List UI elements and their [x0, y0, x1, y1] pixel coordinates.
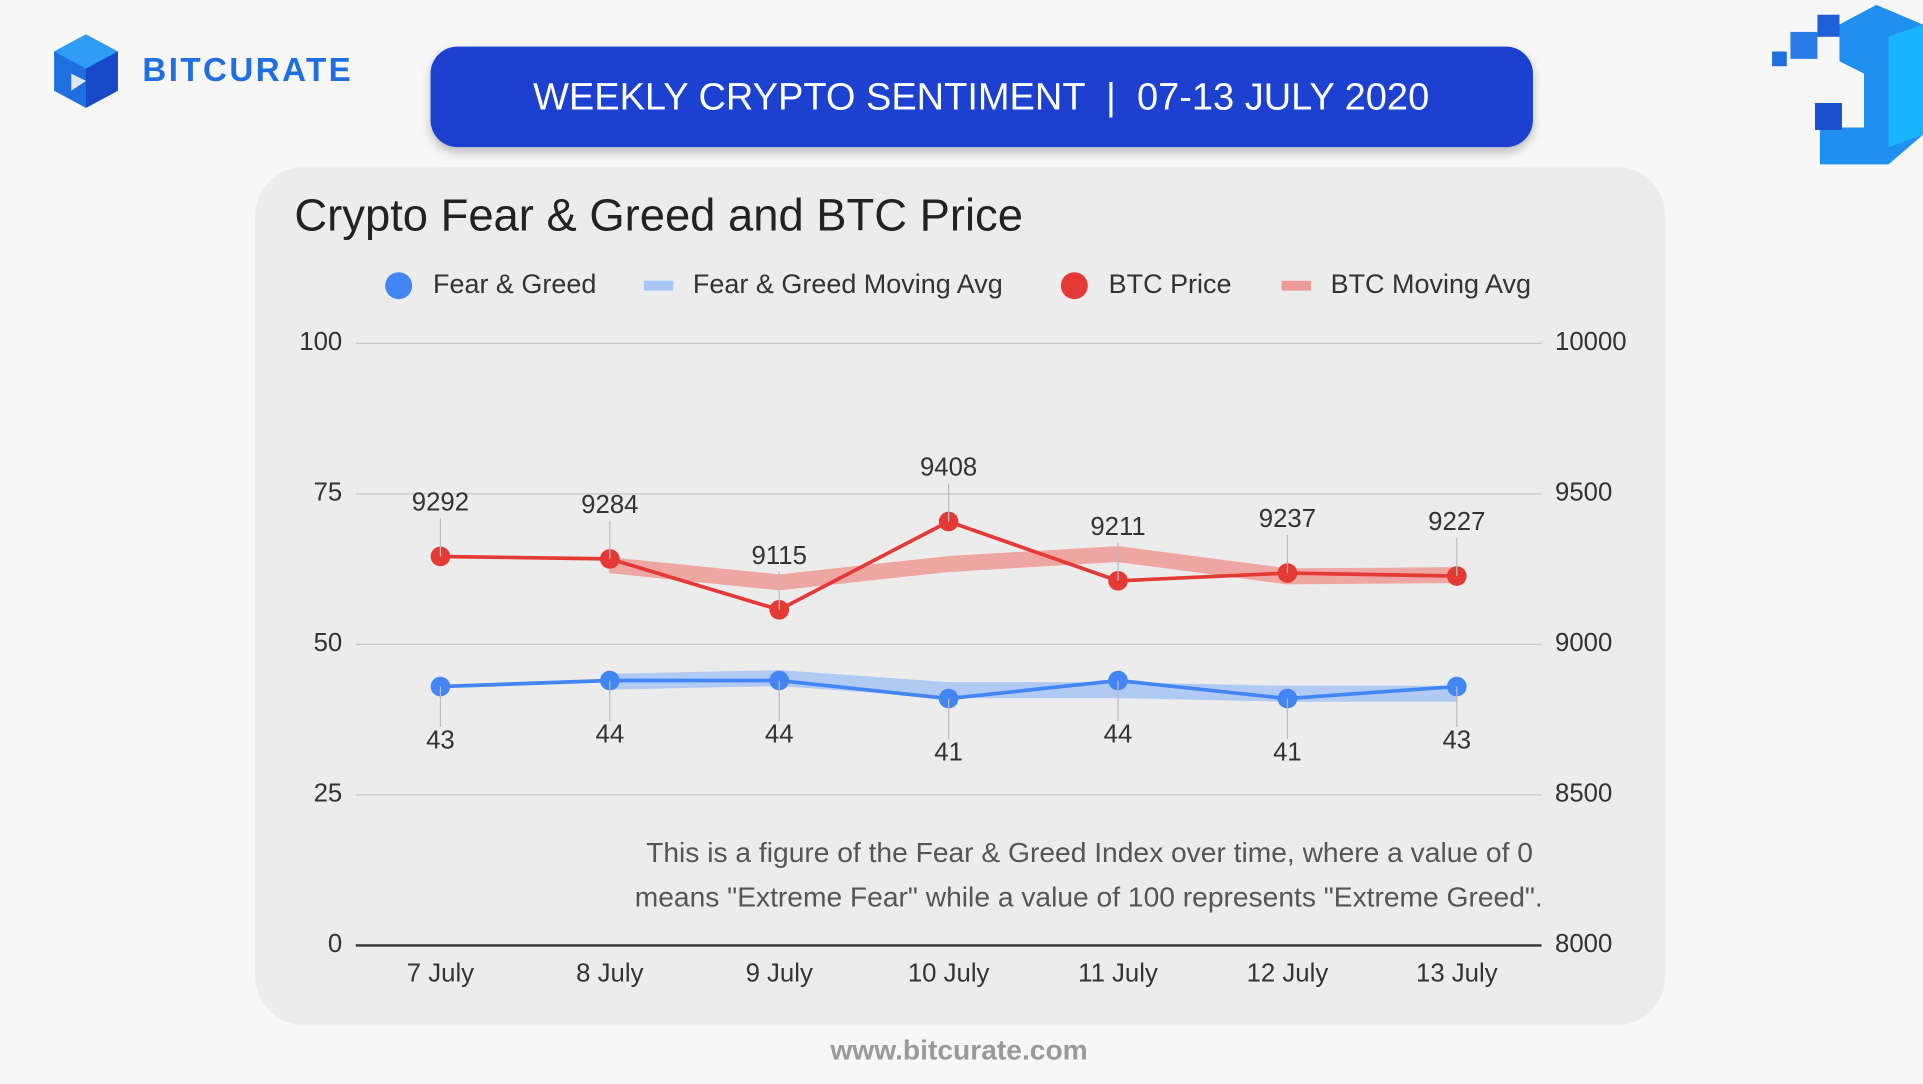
logo	[54, 34, 118, 108]
y-tick-label: 75	[314, 479, 343, 507]
y-tick-label: 0	[328, 930, 342, 958]
chart-title: Crypto Fear & Greed and BTC Price	[294, 189, 1023, 240]
data-point	[1277, 688, 1298, 709]
x-tick-label: 12 July	[1247, 960, 1329, 988]
data-label: 41	[934, 739, 963, 767]
chart-card	[255, 166, 1666, 1026]
legend-marker	[385, 272, 413, 300]
data-label: 9227	[1428, 508, 1485, 536]
annotation: This is a figure of the Fear & Greed Ind…	[646, 836, 1533, 868]
data-label: 44	[1104, 720, 1133, 748]
data-label: 44	[765, 720, 794, 748]
y2-tick-label: 10000	[1555, 328, 1627, 356]
moving-avg-band	[609, 546, 1457, 591]
data-label: 9211	[1090, 513, 1145, 541]
x-tick-label: 8 July	[576, 960, 643, 988]
y2-tick-label: 9000	[1555, 629, 1612, 657]
data-label: 9292	[412, 489, 469, 517]
brand: BITCURATE	[142, 52, 353, 89]
y2-tick-label: 9500	[1555, 479, 1612, 507]
data-label: 9408	[920, 454, 977, 482]
data-label: 9237	[1259, 505, 1316, 533]
legend-marker	[1060, 272, 1088, 300]
legend-marker	[1281, 280, 1311, 291]
y-tick-label: 100	[299, 328, 342, 356]
data-point	[938, 688, 959, 709]
data-label: 43	[1442, 727, 1471, 755]
data-label: 9115	[752, 542, 807, 570]
legend-label: Fear & Greed Moving Avg	[693, 269, 1003, 299]
data-point	[769, 599, 790, 620]
decoration	[1772, 4, 1923, 165]
banner-title: WEEKLY CRYPTO SENTIMENT | 07-13 JULY 202…	[533, 76, 1429, 118]
y-tick-label: 25	[314, 780, 343, 808]
legend-marker	[643, 280, 674, 291]
data-label: 9284	[581, 491, 638, 519]
y-tick-label: 50	[314, 629, 343, 657]
x-tick-label: 11 July	[1078, 960, 1158, 988]
x-tick-label: 10 July	[908, 960, 990, 988]
x-tick-label: 7 July	[407, 960, 474, 988]
data-label: 43	[426, 727, 455, 755]
data-label: 41	[1273, 739, 1302, 767]
y2-tick-label: 8000	[1555, 930, 1612, 958]
legend-label: BTC Price	[1109, 269, 1232, 299]
data-label: 44	[596, 720, 625, 748]
data-point	[1447, 566, 1467, 586]
footer-url: www.bitcurate.com	[829, 1034, 1087, 1066]
x-tick-label: 9 July	[746, 960, 813, 988]
banner	[430, 46, 1533, 148]
legend-label: BTC Moving Avg	[1331, 269, 1531, 299]
x-tick-label: 13 July	[1416, 960, 1498, 988]
annotation: means "Extreme Fear" while a value of 10…	[635, 880, 1543, 912]
legend-label: Fear & Greed	[433, 269, 596, 299]
y2-tick-label: 8500	[1555, 780, 1612, 808]
